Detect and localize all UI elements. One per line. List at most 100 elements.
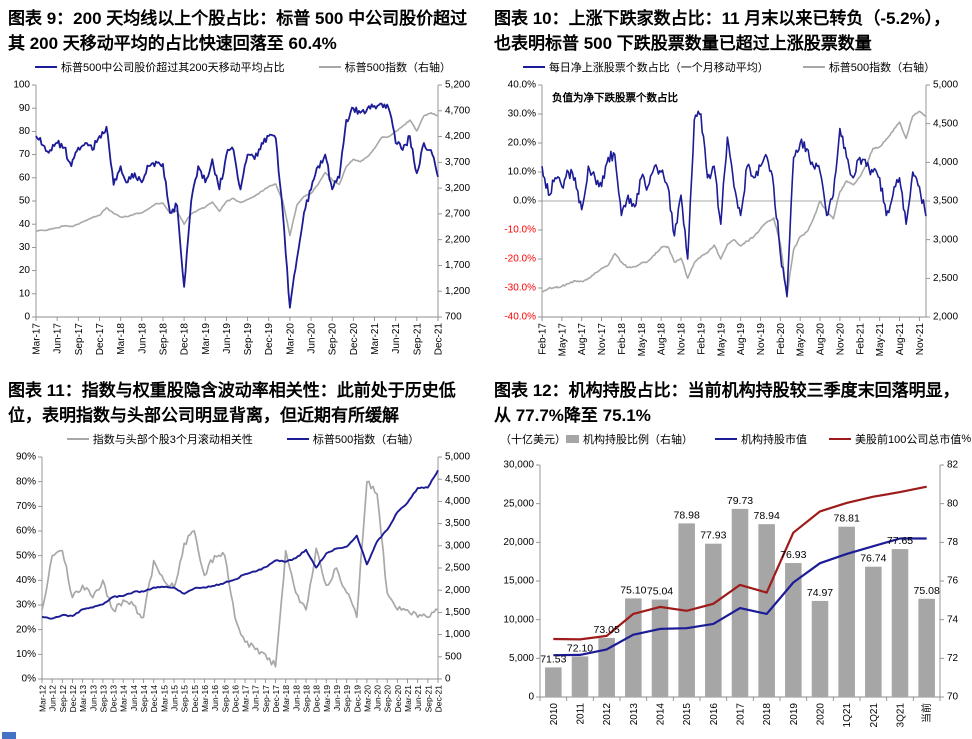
right-axis-unit: % (961, 433, 972, 446)
x-tick-label: 2Q21 (869, 703, 880, 728)
y-left-tick-label: 70 (19, 150, 31, 161)
legend-label: 美股前100公司总市值 (855, 434, 962, 447)
series-line-0 (553, 485, 927, 641)
x-tick-label: Nov-19 (756, 323, 767, 356)
legend-line-swatch (286, 438, 309, 441)
x-tick-label: Dec-21 (434, 323, 445, 356)
y-right-tick-label: 1,000 (445, 630, 470, 641)
x-tick-label: Jun-21 (413, 685, 423, 711)
bar (758, 524, 775, 698)
y-right-tick-label: 4,700 (445, 106, 470, 117)
axis-ticks (32, 84, 442, 322)
legend-line-swatch (802, 66, 825, 69)
bar (785, 563, 802, 698)
legend-label: 标普500中公司股价超过其200天移动平均占比 (60, 62, 285, 75)
legend-label: 机构持股比例（右轴） (583, 434, 693, 447)
legend-label: 标普500指数（右轴） (344, 62, 452, 75)
y-right-tick-label: 5,200 (445, 80, 470, 91)
x-tick-label: Aug-18 (657, 323, 668, 356)
x-tick-label: Dec-21 (434, 685, 444, 713)
x-tick-label: Feb-18 (617, 323, 628, 355)
x-tick-label: Jun-17 (251, 685, 261, 711)
y-right-tick-label: 500 (445, 652, 462, 663)
x-tick-label: Dec-16 (230, 685, 240, 713)
y-right-tick-label: 3,200 (445, 183, 470, 194)
x-tick-label: Sep-18 (302, 685, 312, 713)
x-tick-label: Aug-17 (577, 323, 588, 356)
y-right-tick-label: 3,500 (933, 196, 958, 207)
x-tick-label: Jun-20 (373, 685, 383, 711)
x-tick-label: 2017 (736, 703, 747, 726)
bar-series (545, 509, 935, 698)
y-left-tick-label: 40% (16, 575, 36, 586)
y-left-tick-label: 30% (16, 600, 36, 611)
legend-line-swatch (34, 66, 57, 69)
x-tick-label: Jun-18 (137, 323, 148, 354)
y-right-tick-label: 5,000 (445, 452, 470, 463)
y-right-tick-label: 4,500 (445, 474, 470, 485)
y-right-tick-label: 78 (947, 537, 959, 548)
x-tick-label: Feb-21 (855, 323, 866, 355)
x-tick-label: Mar-18 (281, 685, 291, 712)
fig9-title: 图表 9：200 天均线以上个股占比：标普 500 中公司股价超过其 200 天… (8, 9, 468, 53)
x-tick-label: Mar-21 (370, 323, 381, 355)
x-tick-label: Mar-12 (38, 685, 48, 712)
legend-item: 标普500指数（右轴） (286, 431, 419, 447)
y-right-tick-label: 1,700 (445, 260, 470, 271)
x-tick-label: 2011 (576, 703, 587, 725)
y-left-tick-label: 5,000 (509, 653, 534, 664)
y-right-tick-label: 2,000 (445, 585, 470, 596)
y-left-tick-label: 80% (16, 477, 36, 488)
x-tick-label: Jun-19 (332, 685, 342, 711)
bar (705, 543, 722, 698)
x-tick-label: Jun-14 (129, 685, 139, 711)
legend-item: 每日净上涨股票个数占比（一个月移动平均） (522, 59, 769, 75)
y-left-tick-label: 15,000 (503, 576, 534, 587)
x-tick-label: Nov-20 (835, 323, 846, 356)
bar (838, 526, 855, 698)
bar-value-label: 79.73 (727, 495, 753, 507)
x-tick-label: May-17 (557, 323, 568, 357)
y-right-tick-label: 76 (947, 576, 959, 587)
x-tick-label: Dec-17 (271, 685, 281, 713)
y-left-tick-label: 40.0% (508, 80, 536, 91)
legend-label: 标普500指数（右轴） (828, 62, 936, 75)
y-right-tick-label: 3,700 (445, 157, 470, 168)
legend-line-swatch (66, 438, 89, 441)
x-tick-label: Mar-17 (241, 685, 251, 712)
bar (865, 566, 882, 698)
fig11-legend: 指数与头部个股3个月滚动相关性 标普500指数（右轴） (0, 429, 486, 449)
x-tick-label: Dec-20 (393, 685, 403, 713)
legend-item: 标普500中公司股价超过其200天移动平均占比 (34, 59, 285, 75)
fig12-title: 图表 12：机构持股占比：当前机构持股较三季度末回落明显，从 77.7%降至 7… (494, 381, 960, 425)
x-tick-label: Dec-18 (180, 323, 191, 356)
y-left-tick-label: -20.0% (504, 254, 536, 265)
fig10-chart-canvas: -40.0% -30.0% -20.0% -10.0% 0.0% 10.0% 20.0% 30… (504, 80, 958, 357)
axis-labels: 0% 10% 20% 30% 40% 50% 60% 70% 80% 90% 0 500 1,000 1,… (16, 452, 470, 713)
fig10-legend: 每日净上涨股票个数占比（一个月移动平均） 标普500指数（右轴） (486, 57, 972, 77)
x-tick-label: Mar-16 (200, 685, 210, 712)
fig11-title: 图表 11：指数与权重股隐含波动率相关性：此前处于历史低位，表明指数与头部公司明… (8, 381, 456, 425)
y-left-tick-label: 0 (24, 312, 30, 323)
x-tick-label: 2020 (816, 703, 827, 726)
series-line-0 (35, 112, 439, 237)
series-line-0 (41, 480, 439, 668)
chart-panel-fig11: 图表 11：指数与权重股隐含波动率相关性：此前处于历史低位，表明指数与头部公司明… (0, 372, 486, 739)
fig9-chart-canvas: 0 10 20 30 40 50 60 70 80 90 100 700 1,200 1,700 2,200… (13, 80, 470, 356)
x-tick-label: Sep-12 (58, 685, 68, 713)
y-right-tick-label: 4,000 (933, 157, 958, 168)
y-left-tick-label: 0 (528, 692, 534, 703)
x-tick-label: Sep-18 (158, 323, 169, 356)
x-tick-label: Dec-12 (68, 685, 78, 713)
bar-value-label: 78.98 (674, 510, 700, 522)
y-right-tick-label: 3,000 (933, 235, 958, 246)
chart-panel-fig9: 图表 9：200 天均线以上个股占比：标普 500 中公司股价超过其 200 天… (0, 0, 486, 372)
x-tick-label: Mar-20 (285, 323, 296, 355)
y-right-tick-label: 4,500 (933, 119, 958, 130)
x-tick-label: Sep-21 (412, 323, 423, 356)
x-tick-label: Aug-19 (736, 323, 747, 356)
bar-value-label: 74.97 (807, 587, 833, 599)
y-right-tick-label: 74 (947, 615, 959, 626)
x-tick-label: 2015 (682, 703, 693, 726)
series-line-1 (41, 470, 439, 620)
